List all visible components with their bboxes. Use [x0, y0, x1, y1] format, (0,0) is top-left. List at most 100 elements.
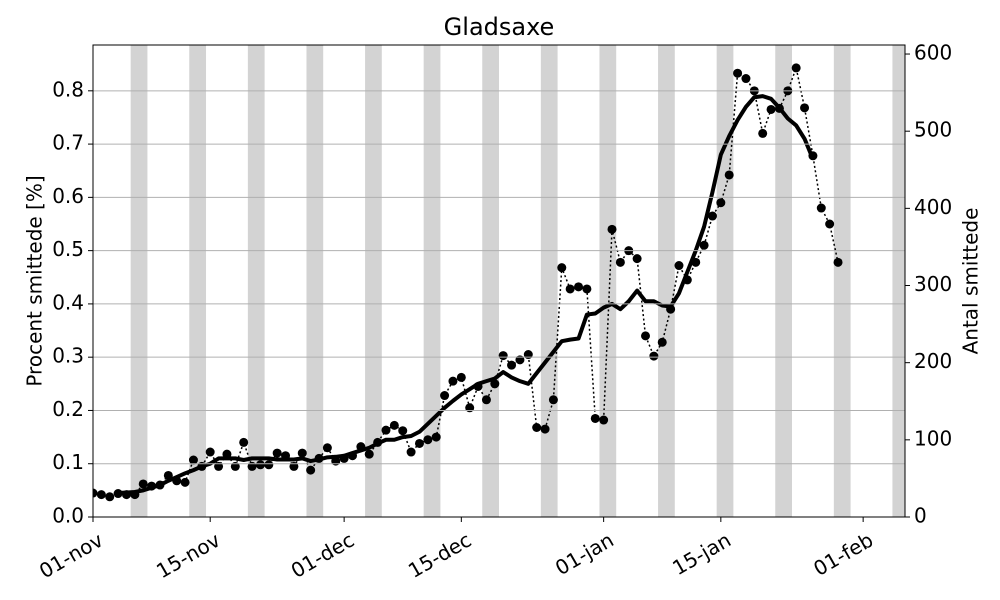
y-axis-label: Procent smittede [%] [23, 175, 47, 386]
data-point [716, 198, 726, 208]
y-tick-label: 0.8 [52, 77, 84, 101]
data-point [93, 488, 98, 498]
plot-frame [92, 44, 906, 518]
weekend-band [189, 45, 207, 517]
y-tick-label: 0.5 [52, 237, 84, 261]
data-point [833, 257, 843, 267]
weekend-band [892, 45, 905, 517]
y2-tick-label: 100 [914, 426, 952, 450]
data-point [699, 240, 709, 250]
x-tick-label: 01-jan [551, 528, 618, 580]
data-point [96, 490, 106, 500]
weekend-band [247, 45, 265, 517]
data-point [816, 203, 826, 213]
data-point [615, 257, 625, 267]
plot-area [93, 45, 905, 517]
data-point [599, 415, 609, 425]
data-point [825, 219, 835, 229]
data-point [306, 465, 316, 475]
data-point [607, 224, 617, 234]
data-point [138, 479, 148, 489]
data-point [574, 282, 584, 292]
data-point [322, 443, 332, 453]
data-point [481, 395, 491, 405]
y2-tick-label: 600 [914, 41, 952, 65]
series-line [117, 94, 815, 496]
data-point [649, 351, 659, 361]
data-point [724, 170, 734, 180]
data-point [105, 492, 115, 502]
y2-tick-label: 400 [914, 195, 952, 219]
data-point [548, 395, 558, 405]
data-point [255, 460, 265, 470]
data-point [540, 424, 550, 434]
y2-tick-label: 0 [914, 504, 927, 528]
data-point [188, 455, 198, 465]
y2-tick-label: 200 [914, 349, 952, 373]
y-tick-label: 0.3 [52, 344, 84, 368]
weekend-band [540, 45, 558, 517]
weekend-band [599, 45, 617, 517]
data-point [398, 426, 408, 436]
y-tick-label: 0.6 [52, 184, 84, 208]
weekend-band [833, 45, 851, 517]
data-point [264, 460, 274, 470]
data-point [565, 284, 575, 294]
y-tick-label: 0.2 [52, 397, 84, 421]
data-point [389, 420, 399, 430]
weekend-band [658, 45, 675, 517]
x-tick-label: 15-dec [404, 528, 475, 583]
weekend-band [306, 45, 324, 517]
y2-tick-label: 300 [914, 272, 952, 296]
weekend-band [716, 45, 734, 517]
data-point [272, 448, 282, 458]
data-point [800, 103, 810, 113]
data-point [440, 391, 450, 401]
chart-title: Gladsaxe [444, 13, 555, 41]
y2-axis-label: Antal smittede [959, 208, 983, 355]
y-tick-label: 0.1 [52, 450, 84, 474]
data-point [657, 337, 667, 347]
data-point [582, 284, 592, 294]
data-point [423, 435, 433, 445]
y-tick-label: 0.0 [52, 504, 84, 528]
data-point [490, 379, 500, 389]
data-point [590, 413, 600, 423]
data-point [532, 423, 542, 433]
data-point [205, 447, 215, 457]
data-point [557, 263, 567, 273]
data-point [180, 477, 190, 487]
data-point [758, 128, 768, 138]
x-tick-label: 15-jan [668, 528, 735, 580]
y-tick-label: 0.7 [52, 131, 84, 155]
weekend-band [365, 45, 382, 517]
data-point [507, 360, 517, 370]
data-point [733, 68, 743, 78]
data-point [674, 261, 684, 271]
data-point [414, 438, 424, 448]
x-tick-label: 01-feb [809, 528, 877, 581]
data-point [406, 447, 416, 457]
data-point [791, 63, 801, 73]
x-tick-label: 15-nov [152, 528, 224, 584]
data-point [498, 351, 508, 361]
data-point [431, 432, 441, 442]
data-point [448, 376, 458, 386]
data-point [222, 449, 232, 459]
x-tick-label: 01-nov [35, 528, 107, 584]
weekend-band [130, 45, 148, 517]
weekend-band [482, 45, 499, 517]
data-point [297, 448, 307, 458]
data-point [640, 331, 650, 341]
y-tick-label: 0.4 [52, 290, 84, 314]
y2-tick-label: 500 [914, 118, 952, 142]
weekend-band [423, 45, 441, 517]
data-point [766, 104, 776, 114]
data-point [707, 211, 717, 221]
data-point [239, 437, 249, 447]
data-point [381, 425, 391, 435]
x-tick-label: 01-dec [287, 528, 358, 583]
data-point [456, 372, 466, 382]
weekend-band [775, 45, 792, 517]
